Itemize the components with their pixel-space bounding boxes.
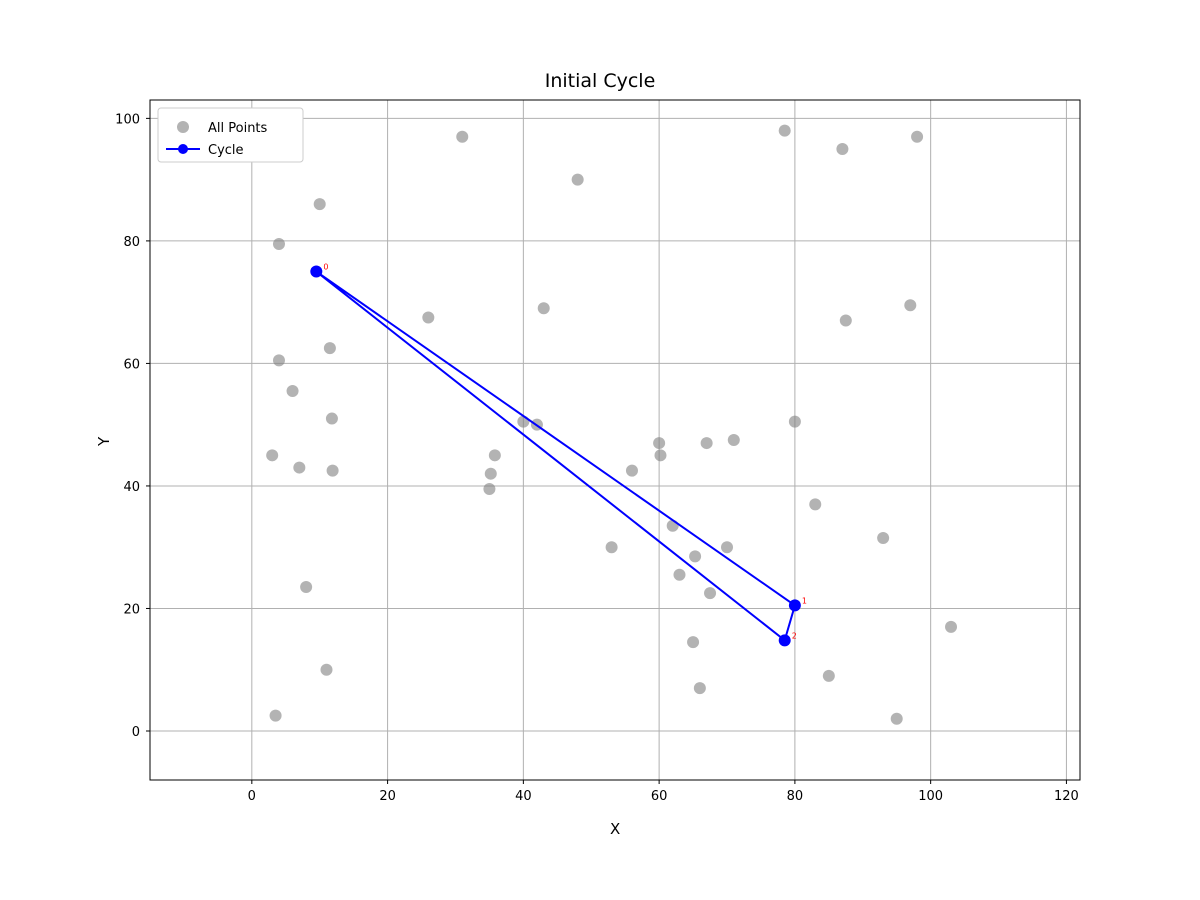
scatter-point — [273, 354, 285, 366]
x-tick-label: 60 — [651, 789, 668, 804]
scatter-point — [266, 449, 278, 461]
legend: All Points Cycle — [158, 108, 303, 162]
scatter-point — [517, 416, 529, 428]
scatter-point — [779, 125, 791, 137]
legend-label: Cycle — [208, 143, 244, 158]
scatter-point — [836, 143, 848, 155]
scatter-point — [945, 621, 957, 633]
scatter-point — [823, 670, 835, 682]
scatter-point — [422, 311, 434, 323]
scatter-point — [840, 315, 852, 327]
y-tick-label: 40 — [123, 480, 140, 495]
scatter-point — [483, 483, 495, 495]
scatter-point — [606, 541, 618, 553]
legend-marker — [178, 144, 188, 154]
y-tick-label: 100 — [115, 112, 140, 127]
scatter-point — [324, 342, 336, 354]
x-tick-label: 20 — [379, 789, 396, 804]
scatter-point — [287, 385, 299, 397]
x-tick-label: 0 — [248, 789, 256, 804]
x-tick-label: 100 — [918, 789, 943, 804]
x-tick-label: 120 — [1054, 789, 1079, 804]
scatter-point — [626, 465, 638, 477]
scatter-point — [704, 587, 716, 599]
scatter-point — [721, 541, 733, 553]
y-tick-label: 60 — [123, 357, 140, 372]
legend-marker — [177, 121, 189, 133]
scatter-point — [327, 465, 339, 477]
scatter-point — [326, 413, 338, 425]
scatter-point — [314, 198, 326, 210]
scatter-point — [572, 174, 584, 186]
x-tick-label: 80 — [787, 789, 804, 804]
scatter-point — [728, 434, 740, 446]
scatter-point — [877, 532, 889, 544]
scatter-point — [809, 498, 821, 510]
x-tick-label: 40 — [515, 789, 532, 804]
x-axis-label: X — [610, 820, 620, 838]
cycle-marker — [789, 599, 801, 611]
scatter-point — [687, 636, 699, 648]
cycle-annotation: 1 — [802, 596, 807, 605]
scatter-point — [911, 131, 923, 143]
y-tick-label: 0 — [132, 725, 140, 740]
scatter-point — [273, 238, 285, 250]
scatter-point — [694, 682, 706, 694]
y-tick-label: 20 — [123, 602, 140, 617]
plot-area — [150, 100, 1080, 780]
scatter-point — [689, 550, 701, 562]
chart-title: Initial Cycle — [0, 70, 1200, 92]
cycle-annotation: 0 — [323, 263, 328, 272]
scatter-point — [320, 664, 332, 676]
scatter-point — [701, 437, 713, 449]
scatter-point — [673, 569, 685, 581]
cycle-marker — [779, 634, 791, 646]
legend-label: All Points — [208, 121, 268, 136]
scatter-point — [789, 416, 801, 428]
scatter-point — [270, 710, 282, 722]
scatter-point — [653, 437, 665, 449]
y-axis-label: Y — [95, 437, 113, 446]
scatter-point — [891, 713, 903, 725]
scatter-point — [485, 468, 497, 480]
scatter-point — [654, 449, 666, 461]
scatter-point — [300, 581, 312, 593]
chart-svg: 0 20 40 60 80 100 120 0 20 40 60 80 100 0 1 2 All Points… — [0, 0, 1200, 900]
scatter-point — [538, 302, 550, 314]
y-tick-label: 80 — [123, 235, 140, 250]
cycle-annotation: 2 — [792, 631, 797, 640]
scatter-point — [489, 449, 501, 461]
scatter-point — [456, 131, 468, 143]
scatter-point — [293, 462, 305, 474]
cycle-marker — [310, 266, 322, 278]
scatter-point — [904, 299, 916, 311]
scatter-point — [667, 520, 679, 532]
